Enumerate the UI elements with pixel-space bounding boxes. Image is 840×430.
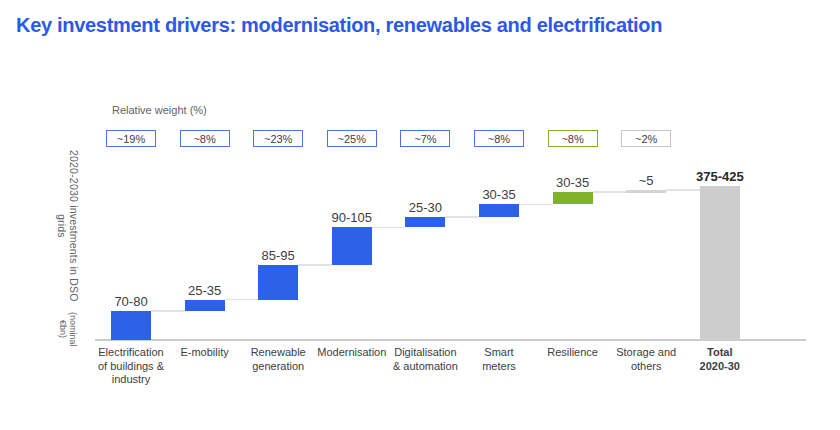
- connector-line-3: [298, 264, 332, 266]
- y-axis-label-line2: (nominal €bn): [58, 305, 78, 354]
- waterfall-bar-7: [553, 192, 593, 205]
- category-label-9: Total 2020-30: [670, 346, 770, 373]
- waterfall-bar-6: [479, 204, 519, 217]
- weight-badge-5: ~7%: [400, 130, 450, 147]
- weight-badge-3: ~23%: [253, 130, 303, 147]
- y-axis-label-line1: 2020-2030 investments in DSO grids: [56, 146, 80, 305]
- waterfall-bar-4: [332, 227, 372, 265]
- waterfall-bar-2: [185, 300, 225, 312]
- waterfall-bar-8: [626, 190, 666, 193]
- slide: Key investment drivers: modernisation, r…: [0, 0, 840, 430]
- bar-value-label-3: 85-95: [233, 248, 323, 263]
- weight-badge-2: ~8%: [180, 130, 230, 147]
- weight-badge-4: ~25%: [327, 130, 377, 147]
- weight-badge-1: ~19%: [106, 130, 156, 147]
- weight-badge-8: ~2%: [621, 130, 671, 147]
- y-axis-label: 2020-2030 investments in DSO grids (nomi…: [56, 146, 80, 354]
- bar-value-label-9: 375-425: [675, 169, 765, 184]
- weight-badge-6: ~8%: [474, 130, 524, 147]
- connector-line-5: [445, 216, 479, 218]
- connector-line-6: [519, 204, 553, 206]
- bar-value-label-2: 25-35: [160, 283, 250, 298]
- connector-line-4: [372, 227, 406, 229]
- connector-line-8: [666, 189, 700, 191]
- waterfall-bar-3: [258, 265, 298, 300]
- page-title: Key investment drivers: modernisation, r…: [16, 14, 662, 37]
- connector-line-2: [225, 299, 259, 301]
- weight-badge-7: ~8%: [548, 130, 598, 147]
- waterfall-bar-9: [700, 186, 740, 340]
- waterfall-bar-1: [111, 311, 151, 340]
- connector-line-1: [151, 310, 185, 312]
- waterfall-bar-5: [405, 217, 445, 228]
- connector-line-7: [593, 191, 627, 193]
- relative-weight-label: Relative weight (%): [112, 104, 207, 116]
